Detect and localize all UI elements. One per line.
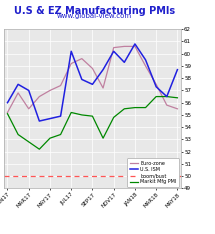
Text: U.S & EZ Manufacturing PMIs: U.S & EZ Manufacturing PMIs <box>14 6 175 16</box>
Text: www.global-view.com: www.global-view.com <box>57 13 132 19</box>
Legend: Euro-zone, U.S. ISM, boom/bust, Markit Mfg PMI: Euro-zone, U.S. ISM, boom/bust, Markit M… <box>127 158 179 187</box>
